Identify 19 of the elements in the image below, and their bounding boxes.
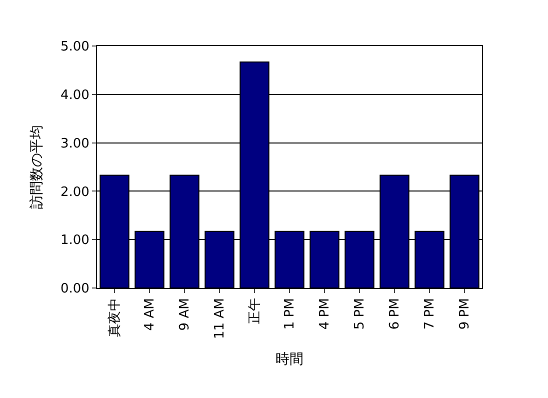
x-axis-title: 時間 bbox=[276, 351, 304, 368]
x-tick-label: 7 PM bbox=[422, 298, 438, 330]
y-tick-label: 1.00 bbox=[60, 233, 90, 248]
x-tick-label: 9 AM bbox=[178, 298, 193, 331]
x-tick-label: 4 AM bbox=[142, 298, 158, 331]
x-tick-label: 11 AM bbox=[212, 298, 228, 339]
x-tick-label: 真夜中 bbox=[106, 298, 123, 338]
y-tick-label: 3.00 bbox=[60, 136, 90, 152]
x-tick-label: 正午 bbox=[248, 298, 263, 324]
x-tick-label: 5 PM bbox=[352, 298, 368, 330]
x-tick-label: 9 PM bbox=[458, 298, 473, 330]
x-tick-label: 4 PM bbox=[318, 298, 333, 330]
x-tick-label: 6 PM bbox=[388, 298, 403, 330]
y-tick-label: 0.00 bbox=[60, 282, 90, 297]
y-axis-title: 訪問数の平均 bbox=[29, 125, 46, 209]
y-tick-label: 4.00 bbox=[60, 88, 90, 103]
y-tick-label: 5.00 bbox=[60, 40, 90, 55]
x-tick-label: 1 PM bbox=[282, 298, 298, 330]
y-tick-label: 2.00 bbox=[60, 184, 90, 200]
